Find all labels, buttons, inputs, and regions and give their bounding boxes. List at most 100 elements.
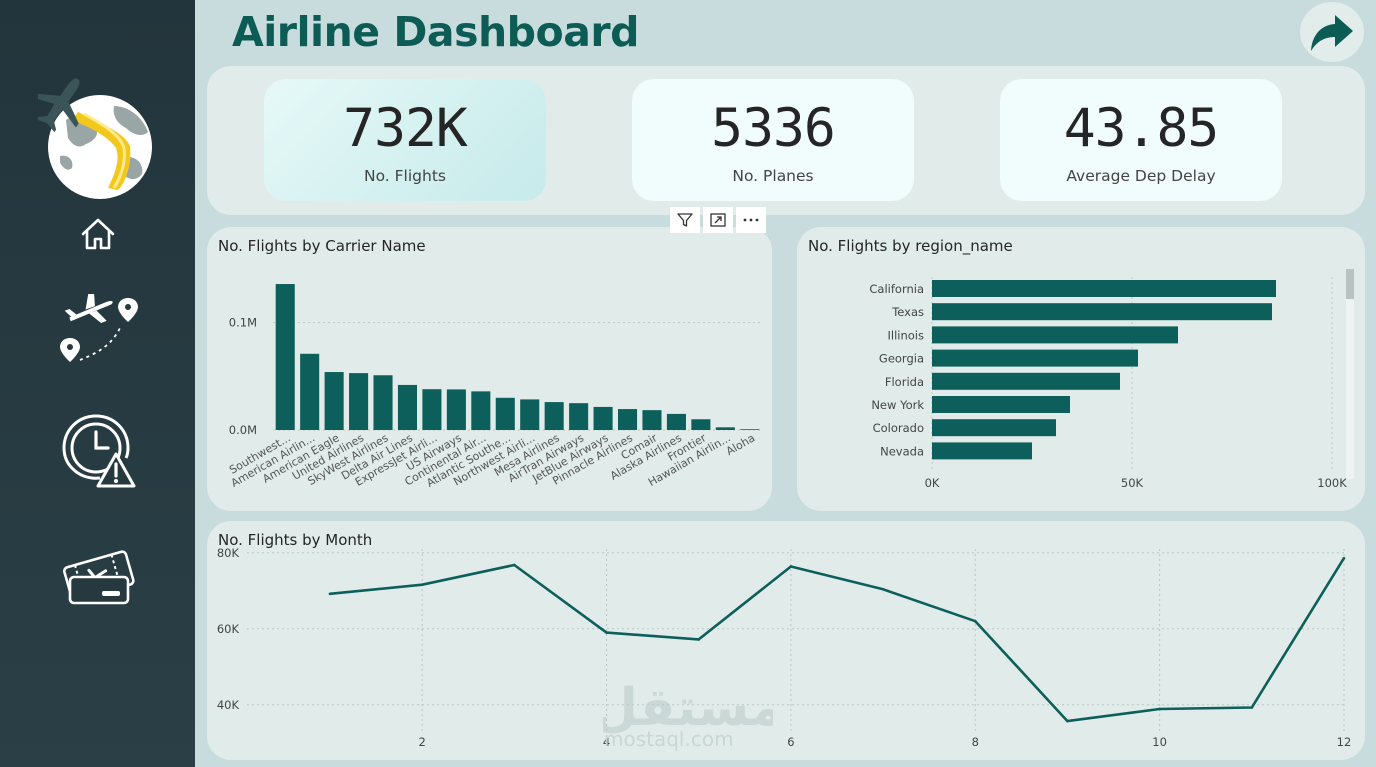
- kpi-label: Average Dep Delay: [1066, 167, 1216, 185]
- bar: [932, 280, 1276, 297]
- bar: [932, 396, 1070, 413]
- data-point: [1250, 706, 1254, 709]
- bar: [715, 427, 735, 430]
- x-tick-label: 2: [418, 735, 425, 749]
- y-tick-label: 0.1M: [229, 316, 257, 330]
- x-tick-label: 0K: [925, 476, 940, 490]
- bar: [932, 303, 1272, 321]
- series-line: [329, 557, 1346, 723]
- bar: [642, 410, 662, 430]
- filter-button[interactable]: [670, 207, 700, 233]
- more-options-button[interactable]: [736, 207, 766, 233]
- plane-route-icon: [59, 294, 138, 362]
- chart-title: No. Flights by region_name: [808, 237, 1013, 255]
- bar: [324, 372, 344, 430]
- bar: [666, 413, 686, 430]
- y-tick-label: 40K: [217, 698, 240, 712]
- globe-plane-logo: [38, 78, 152, 199]
- bar: [740, 429, 760, 430]
- bar: [495, 397, 515, 430]
- carrier-chart-panel[interactable]: No. Flights by Carrier Name 0.0M 0.1M Sout…: [207, 227, 772, 511]
- bar: [932, 326, 1178, 344]
- kpi-card-planes[interactable]: 5336 No. Planes: [632, 79, 914, 201]
- data-point: [1342, 556, 1346, 560]
- bar: [691, 419, 711, 430]
- y-tick-label: 60K: [217, 622, 240, 636]
- x-tick-label: 4: [603, 735, 610, 749]
- chart-title: No. Flights by Month: [218, 531, 373, 549]
- scrollbar[interactable]: [1346, 269, 1354, 479]
- region-bar-chart: 0K 50K 100K California Texas Illinois Georgia F…: [869, 277, 1347, 490]
- kpi-value: 732K: [343, 98, 468, 159]
- bar: [520, 399, 540, 430]
- bar: [422, 389, 442, 430]
- y-tick-label: California: [869, 282, 924, 296]
- sidebar: [0, 0, 195, 767]
- focus-mode-button[interactable]: [703, 207, 733, 233]
- x-tick-label: Aloha: [724, 431, 757, 458]
- y-tick-label: Georgia: [879, 352, 924, 366]
- chart-title: No. Flights by Carrier Name: [218, 237, 426, 255]
- sidebar-item-home[interactable]: [0, 215, 195, 253]
- share-button[interactable]: [1300, 2, 1364, 62]
- kpi-label: No. Flights: [363, 167, 446, 185]
- page-title: Airline Dashboard: [232, 8, 639, 56]
- bar: [932, 349, 1138, 367]
- data-point: [881, 587, 885, 591]
- visual-header-toolbar: [670, 207, 766, 233]
- y-tick-label: Nevada: [880, 444, 924, 458]
- data-point: [789, 565, 793, 568]
- x-tick-label: 6: [787, 735, 794, 749]
- month-chart-panel[interactable]: No. Flights by Month 40K 60K 80K 2 4 6 8 10 12: [207, 521, 1365, 760]
- x-tick-label: 8: [972, 735, 979, 749]
- kpi-card-delay[interactable]: 43.85 Average Dep Delay: [1000, 79, 1282, 201]
- x-tick-label: 100K: [1317, 476, 1347, 490]
- watermark-url: mostaql.com: [604, 727, 734, 751]
- data-point: [1066, 719, 1069, 723]
- filter-icon: [677, 213, 693, 227]
- clock-warning-icon: [61, 414, 135, 488]
- bar: [300, 353, 320, 430]
- bar: [593, 406, 613, 430]
- focus-mode-icon: [710, 213, 726, 227]
- data-point: [1158, 707, 1161, 711]
- sidebar-item-tickets[interactable]: [0, 541, 195, 605]
- y-tick-label: Colorado: [873, 421, 924, 435]
- bar: [932, 419, 1056, 437]
- data-point: [328, 592, 332, 596]
- region-chart-panel[interactable]: No. Flights by region_name 0K 50K 100K Cali…: [797, 227, 1365, 511]
- y-tick-label: New York: [871, 398, 924, 412]
- kpi-card-flights[interactable]: 732K No. Flights: [264, 79, 546, 201]
- y-tick-label: Texas: [891, 305, 924, 319]
- bar: [349, 373, 369, 430]
- data-point: [513, 563, 516, 567]
- bar: [397, 384, 418, 430]
- bar: [373, 375, 393, 430]
- more-options-icon: [743, 218, 759, 222]
- bar: [617, 409, 638, 430]
- bar: [275, 284, 295, 430]
- share-arrow-icon: [1311, 15, 1353, 51]
- scrollbar-thumb[interactable]: [1346, 269, 1354, 299]
- ticket-icon: [62, 550, 135, 605]
- data-point: [420, 583, 424, 587]
- watermark-text: مستقل: [603, 678, 773, 738]
- bar: [932, 442, 1032, 460]
- sidebar-item-delays[interactable]: [0, 410, 195, 490]
- x-tick-label: 50K: [1121, 476, 1144, 490]
- bar: [544, 402, 564, 430]
- y-tick-label: Florida: [885, 375, 924, 389]
- month-line-chart: 40K 60K 80K 2 4 6 8 10 12: [217, 546, 1352, 749]
- bar: [471, 391, 491, 430]
- bar: [446, 389, 466, 430]
- x-tick-label: 10: [1152, 735, 1167, 749]
- sidebar-item-routes[interactable]: [0, 294, 195, 368]
- kpi-value: 43.85: [1063, 98, 1220, 159]
- kpi-label: No. Planes: [732, 167, 814, 185]
- y-tick-label: Illinois: [888, 328, 925, 342]
- home-icon: [81, 218, 114, 250]
- x-tick-label: 12: [1337, 735, 1352, 749]
- y-tick-label: 0.0M: [229, 423, 257, 437]
- kpi-value: 5336: [711, 98, 836, 159]
